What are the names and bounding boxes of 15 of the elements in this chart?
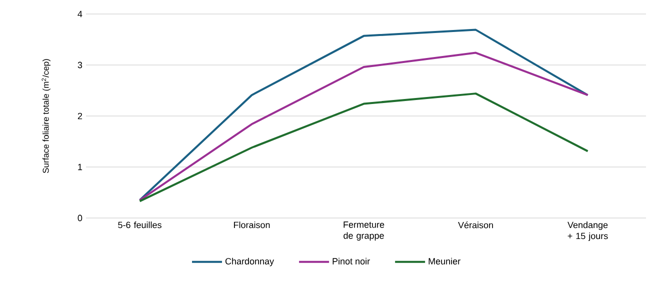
y-axis-title: Surface foliaire totale (m$^{2}$/cep) [42,59,50,174]
x-tick-label: Vendange + 15 jours [568,222,608,241]
line-series [138,92,589,202]
legend-label: Pinot noir [332,258,370,264]
x-tick-label: Véraison [458,222,493,228]
x-tick-label: 5-6 feuilles [118,222,162,228]
y-tick-label: 4 [78,10,82,18]
x-tick-label: Fermeture de grappe [344,222,384,241]
y-tick-label: 0 [78,214,82,222]
y-tick-label: 3 [78,62,82,68]
y-tick-label: 2 [78,112,82,120]
legend-label: Chardonnay [225,258,274,266]
y-tick-label: 1 [78,164,82,170]
x-tick-label: Floraison [234,222,270,228]
legend-label: Meunier [428,258,460,264]
